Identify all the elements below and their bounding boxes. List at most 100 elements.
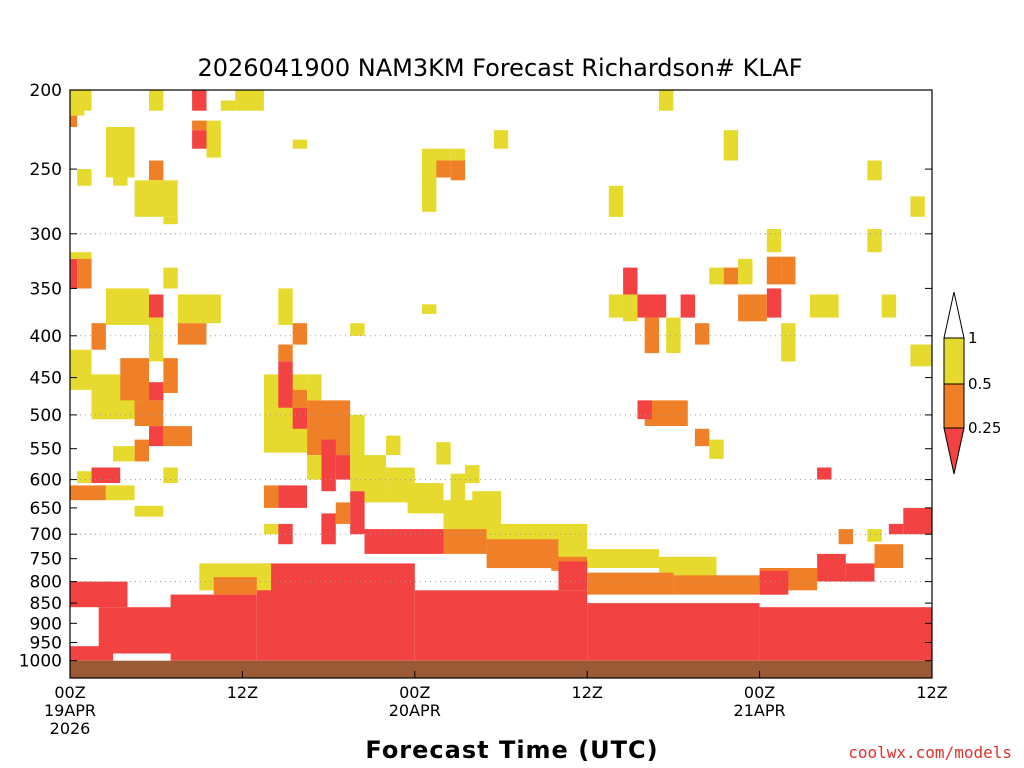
ri-cell xyxy=(213,577,257,595)
heatmap-cells xyxy=(70,90,932,661)
x-tick-label: 12Z xyxy=(227,683,258,702)
ri-cell xyxy=(436,442,451,465)
ri-cell xyxy=(350,414,365,492)
ri-cell xyxy=(637,400,652,420)
ri-cell xyxy=(637,294,667,318)
ri-cell xyxy=(608,185,624,217)
ri-cell xyxy=(70,485,106,501)
colorbar-tick-label: 0.5 xyxy=(968,375,992,393)
x-tick-label: 12Z xyxy=(572,683,603,702)
ri-cell xyxy=(709,439,724,459)
ri-cell xyxy=(472,491,501,514)
ri-cell xyxy=(874,544,904,568)
ground-band xyxy=(70,660,932,678)
ri-cell xyxy=(163,467,178,483)
y-tick-label: 900 xyxy=(30,614,62,634)
ri-cell xyxy=(163,426,193,447)
y-tick-label: 650 xyxy=(30,499,62,519)
ri-cell xyxy=(608,294,624,318)
y-tick-label: 500 xyxy=(30,406,62,426)
ri-cell xyxy=(694,428,710,447)
ri-cell xyxy=(838,529,853,545)
ri-cell xyxy=(644,317,660,354)
ri-cell xyxy=(149,426,164,447)
ri-cell xyxy=(723,130,739,161)
ri-cell xyxy=(163,216,178,225)
ri-cell xyxy=(278,344,293,362)
ri-cell xyxy=(192,90,207,111)
y-tick-label: 400 xyxy=(30,327,62,347)
ri-cell xyxy=(220,100,236,111)
colorbar-legend: 1 0.5 0.25 xyxy=(943,291,1001,475)
ri-cell xyxy=(888,523,904,535)
x-tick-label: 12Z xyxy=(916,683,947,702)
x-tick-label: 21APR xyxy=(734,701,786,720)
colorbar-segment-yellow xyxy=(943,337,965,385)
ri-cell xyxy=(422,304,437,314)
y-tick-label: 700 xyxy=(30,525,62,545)
ri-cell xyxy=(623,267,638,295)
ri-cell xyxy=(70,646,114,661)
ri-cell xyxy=(817,553,846,582)
ri-cell xyxy=(307,374,322,401)
ri-cell xyxy=(867,160,882,181)
x-tick-label: 00Z xyxy=(744,683,775,702)
ri-cell xyxy=(465,465,480,484)
ri-cell xyxy=(134,439,149,462)
ri-cell xyxy=(493,130,509,149)
ri-cell xyxy=(350,323,365,336)
x-tick-label: 00Z xyxy=(399,683,430,702)
ri-cell xyxy=(558,561,588,591)
ri-cell xyxy=(149,317,164,362)
ri-cell xyxy=(163,267,178,289)
ri-cell xyxy=(587,603,760,661)
ri-cell xyxy=(450,473,466,503)
ri-cell xyxy=(766,288,782,318)
x-tick-label: 00Z xyxy=(54,683,85,702)
ri-cell xyxy=(170,594,257,661)
ri-cell xyxy=(450,148,466,161)
ri-cell xyxy=(292,139,308,149)
y-tick-label: 350 xyxy=(30,279,62,299)
ri-cell xyxy=(350,491,365,535)
ri-cell xyxy=(364,529,444,554)
ri-cell xyxy=(77,169,92,186)
ri-cell xyxy=(235,90,264,111)
ri-cell xyxy=(623,294,638,322)
y-tick-label: 300 xyxy=(30,225,62,245)
colorbar-segment-orange xyxy=(943,383,965,429)
y-tick-label: 850 xyxy=(30,594,62,614)
ri-cell xyxy=(910,344,932,367)
ri-cell xyxy=(70,115,78,127)
ri-cell xyxy=(766,229,782,253)
ri-cell xyxy=(443,529,487,554)
ri-cell xyxy=(91,467,121,483)
ri-cell xyxy=(70,349,92,390)
ri-cell xyxy=(105,288,149,325)
ri-cell xyxy=(77,256,92,289)
ri-cell xyxy=(673,575,760,595)
x-tick-label: 19APR xyxy=(44,701,96,720)
ri-cell xyxy=(163,358,178,393)
ri-cell xyxy=(659,556,717,578)
ri-cell xyxy=(450,160,466,181)
chart-title: 2026041900 NAM3KM Forecast Richardson# K… xyxy=(197,54,802,82)
ri-cell xyxy=(278,485,307,508)
y-tick-label: 550 xyxy=(30,440,62,460)
ri-cell xyxy=(867,529,882,542)
ri-cell xyxy=(436,160,451,178)
ri-cell xyxy=(149,160,164,181)
colorbar-segment-white xyxy=(943,291,965,339)
y-tick-label: 600 xyxy=(30,471,62,491)
ri-cell xyxy=(587,572,674,595)
ri-cell xyxy=(386,435,401,456)
y-tick-label: 250 xyxy=(30,160,62,180)
ri-cell xyxy=(278,361,293,408)
ri-cell xyxy=(149,294,164,318)
ri-cell xyxy=(910,196,925,217)
colorbar-segment-red xyxy=(943,427,965,475)
ri-cell xyxy=(759,607,932,661)
ri-cell xyxy=(881,294,897,318)
ri-cell xyxy=(113,177,128,186)
